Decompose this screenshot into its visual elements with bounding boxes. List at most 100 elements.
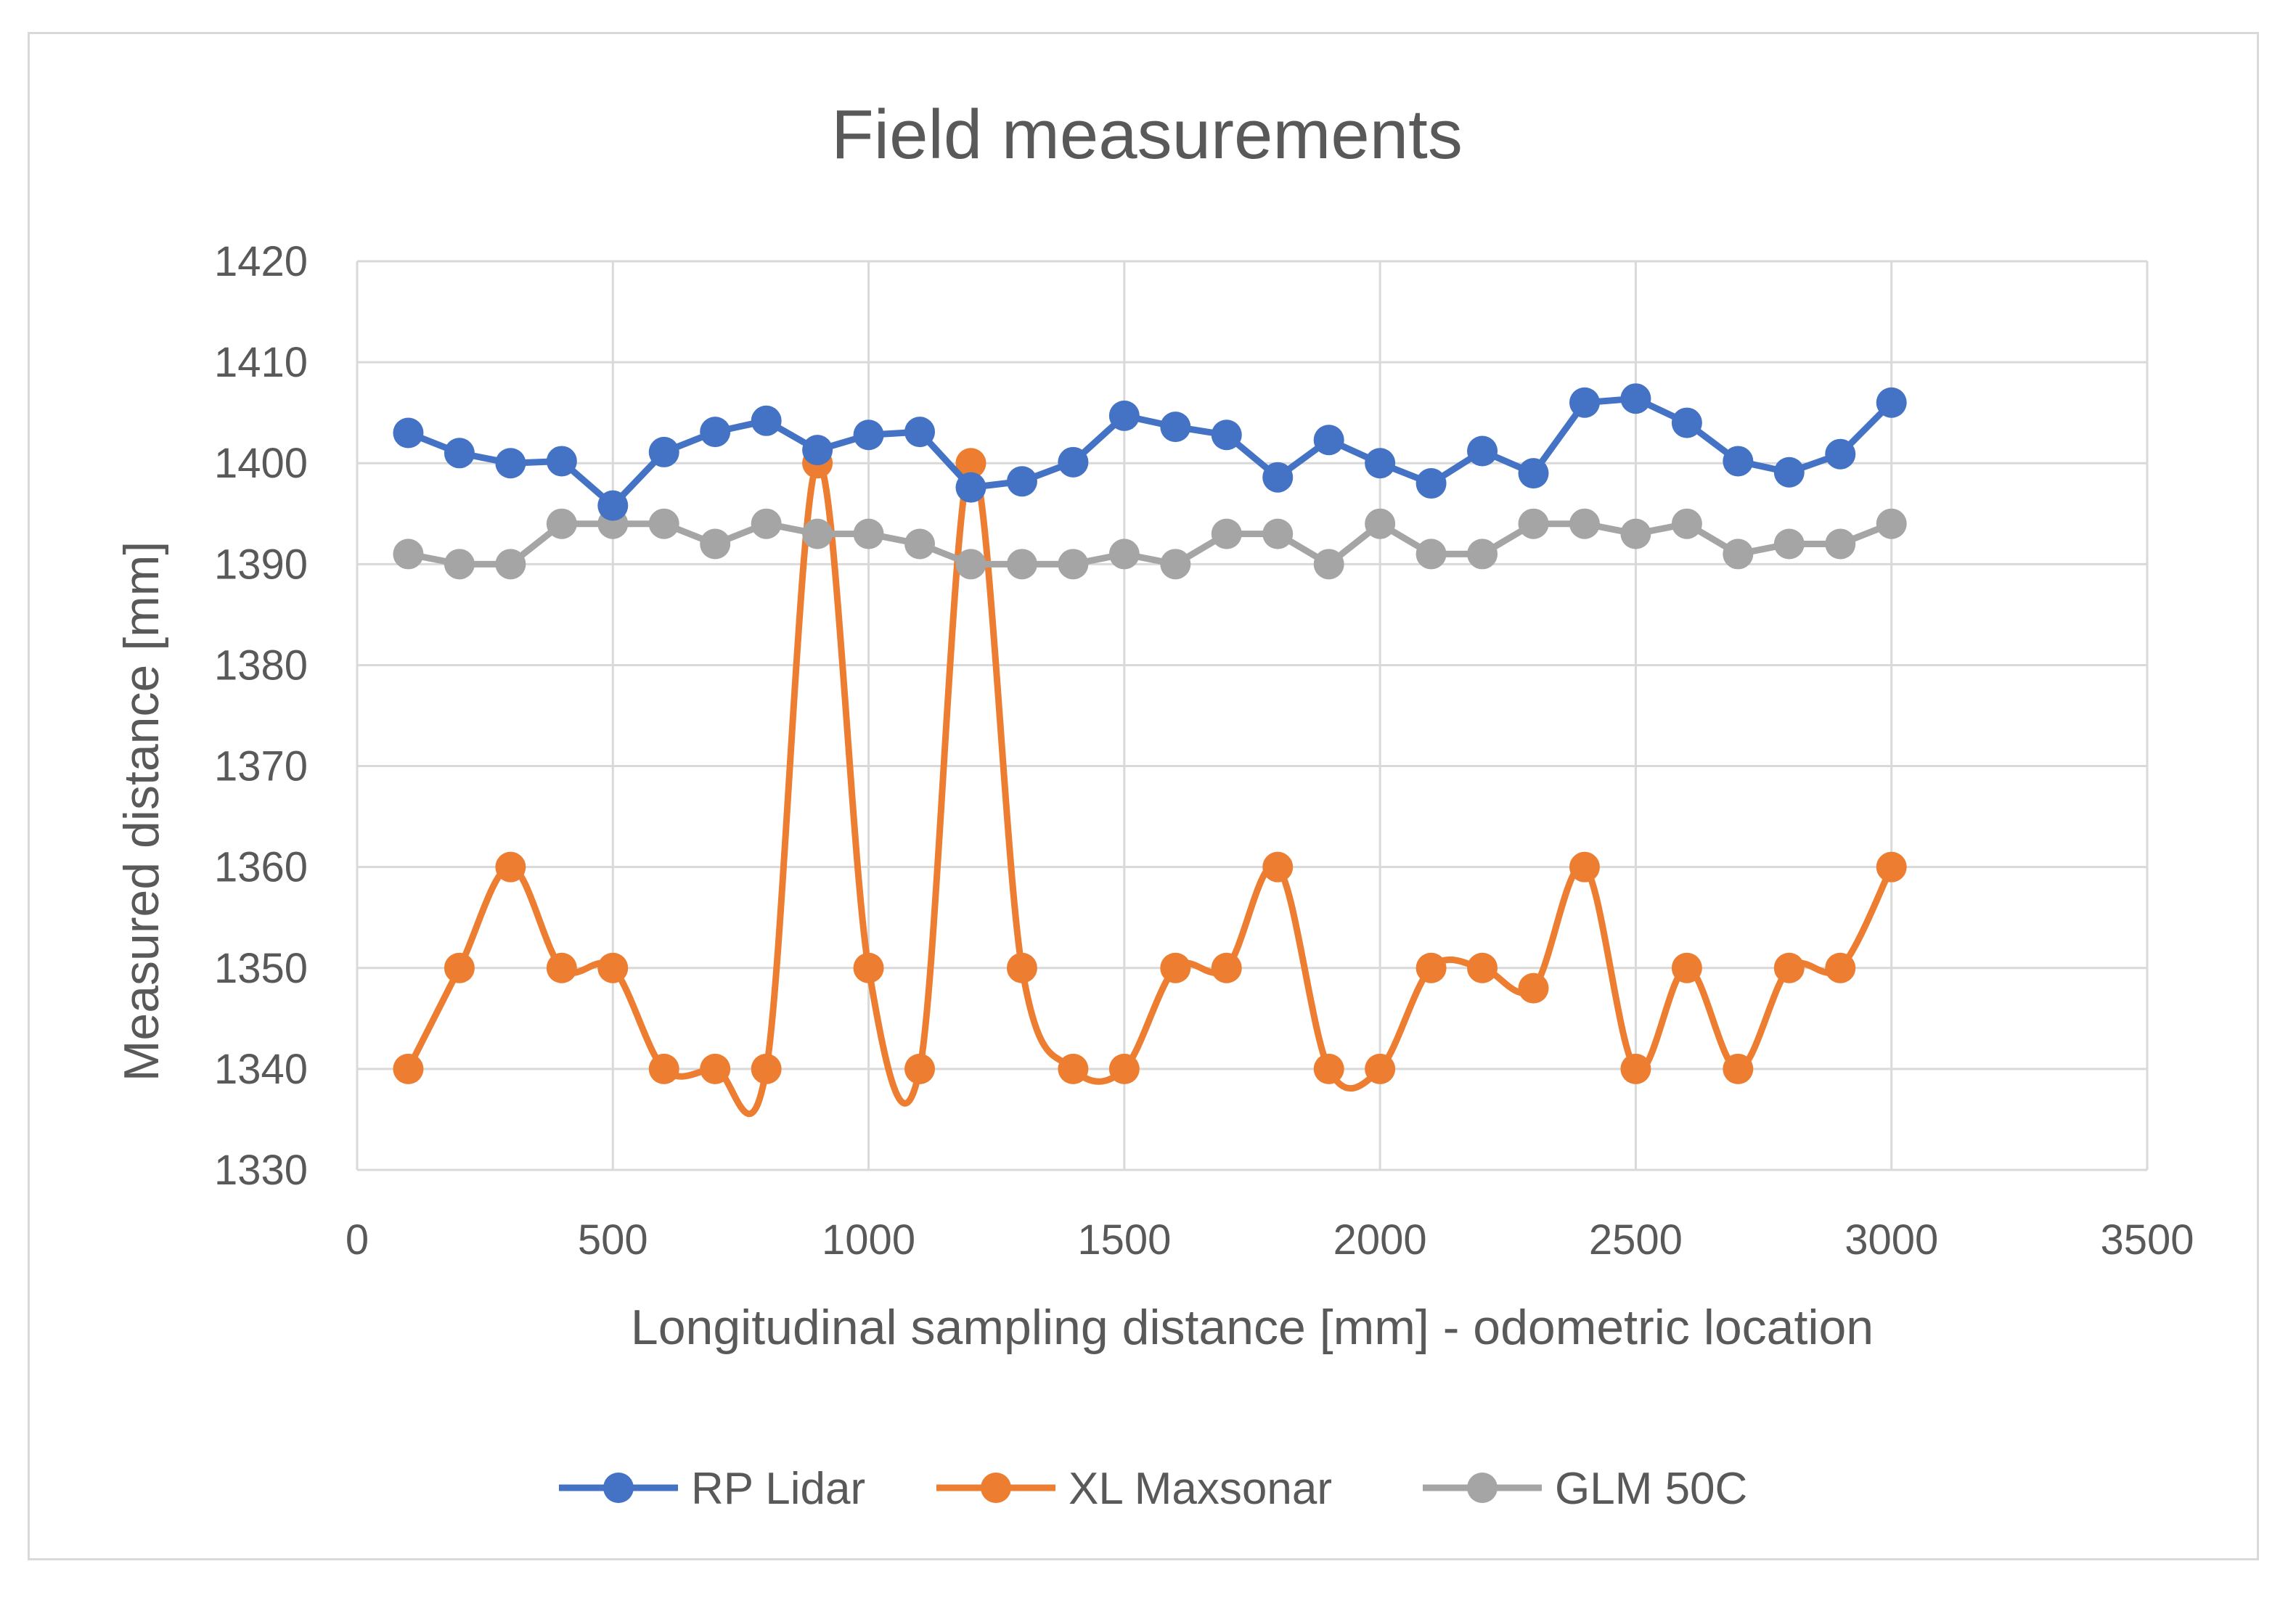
data-point-xl-maxsonar — [1876, 851, 1907, 883]
data-point-rp-lidar — [955, 472, 986, 503]
data-point-xl-maxsonar — [1569, 851, 1600, 883]
data-point-xl-maxsonar — [1262, 851, 1294, 883]
data-point-xl-maxsonar — [1723, 1053, 1754, 1084]
y-tick-label: 1360 — [214, 844, 308, 891]
data-point-xl-maxsonar — [1415, 952, 1447, 983]
data-point-glm-50c — [1211, 518, 1242, 549]
data-point-rp-lidar — [444, 438, 475, 469]
data-point-rp-lidar — [546, 446, 577, 477]
data-point-xl-maxsonar — [1518, 973, 1549, 1004]
data-point-rp-lidar — [904, 417, 936, 448]
data-point-xl-maxsonar — [495, 851, 526, 883]
data-point-glm-50c — [1671, 508, 1702, 539]
data-point-glm-50c — [1108, 539, 1140, 570]
data-point-rp-lidar — [1006, 466, 1037, 497]
data-point-xl-maxsonar — [1160, 952, 1191, 983]
data-point-glm-50c — [1006, 549, 1037, 580]
y-tick-label: 1400 — [214, 440, 308, 487]
legend-swatch-marker — [981, 1473, 1011, 1503]
data-point-xl-maxsonar — [1211, 952, 1242, 983]
data-point-rp-lidar — [1671, 407, 1702, 438]
data-point-rp-lidar — [1825, 438, 1856, 470]
data-point-glm-50c — [444, 549, 475, 580]
data-point-rp-lidar — [700, 417, 731, 448]
data-point-glm-50c — [1773, 528, 1805, 560]
data-point-glm-50c — [546, 508, 577, 539]
data-point-rp-lidar — [1058, 446, 1089, 478]
y-tick-label: 1410 — [214, 339, 308, 386]
data-point-rp-lidar — [1108, 400, 1140, 431]
chart-title: Field measurements — [831, 96, 1463, 173]
data-point-rp-lidar — [1313, 425, 1344, 456]
data-point-rp-lidar — [393, 417, 424, 449]
x-axis-label: Longitudinal sampling distance [mm] - od… — [631, 1300, 1874, 1355]
data-point-rp-lidar — [1467, 435, 1498, 467]
data-point-rp-lidar — [853, 419, 884, 451]
x-tick-label: 3000 — [1844, 1216, 1938, 1264]
y-tick-label: 1370 — [214, 743, 308, 790]
data-point-xl-maxsonar — [1467, 952, 1498, 983]
y-axis-label: Measured distance [mm] — [114, 541, 169, 1082]
data-point-glm-50c — [1825, 528, 1856, 560]
series-xl-maxsonar — [393, 448, 1907, 1118]
data-point-xl-maxsonar — [1058, 1053, 1089, 1084]
chart-frame — [28, 32, 2259, 1560]
data-point-glm-50c — [802, 518, 833, 549]
data-point-xl-maxsonar — [393, 1053, 424, 1084]
data-point-xl-maxsonar — [546, 952, 577, 983]
data-point-rp-lidar — [1262, 462, 1294, 493]
data-point-xl-maxsonar — [1825, 952, 1856, 983]
y-tick-label: 1340 — [214, 1046, 308, 1093]
data-point-glm-50c — [700, 528, 731, 560]
x-tick-label: 0 — [346, 1216, 369, 1264]
data-point-xl-maxsonar — [648, 1053, 679, 1084]
x-tick-label: 1500 — [1077, 1216, 1171, 1264]
data-point-rp-lidar — [648, 436, 679, 467]
series-rp-lidar — [393, 383, 1907, 521]
legend: RP Lidar XL Maxsonar GLM 50C — [559, 1464, 1747, 1514]
data-point-xl-maxsonar — [751, 1053, 782, 1084]
legend-item-rp-lidar: RP Lidar — [559, 1464, 865, 1514]
axis-ticks: 1330 1340 1350 1360 1370 1380 1390 1400 1410 1420… — [214, 238, 2194, 1264]
data-point-xl-maxsonar — [1365, 1053, 1396, 1084]
series-line-glm-50c — [404, 520, 1895, 568]
legend-label: GLM 50C — [1555, 1464, 1747, 1514]
series-layer — [393, 383, 1907, 1118]
data-point-glm-50c — [904, 528, 936, 560]
data-point-rp-lidar — [1620, 383, 1651, 414]
x-tick-label: 3500 — [2100, 1216, 2194, 1264]
x-tick-label: 2500 — [1589, 1216, 1683, 1264]
data-point-glm-50c — [1365, 508, 1396, 539]
data-point-rp-lidar — [1365, 448, 1396, 479]
legend-swatch-marker — [1467, 1473, 1498, 1503]
legend-item-xl-maxsonar: XL Maxsonar — [936, 1464, 1332, 1514]
data-point-glm-50c — [1518, 508, 1549, 539]
data-point-glm-50c — [955, 549, 986, 580]
data-point-glm-50c — [1569, 508, 1600, 539]
y-tick-label: 1380 — [214, 642, 308, 689]
data-point-glm-50c — [1313, 549, 1344, 580]
x-tick-label: 1000 — [822, 1216, 915, 1264]
data-point-rp-lidar — [1211, 419, 1242, 451]
data-point-rp-lidar — [1876, 387, 1907, 418]
data-point-glm-50c — [648, 508, 679, 539]
legend-item-glm-50c: GLM 50C — [1423, 1464, 1747, 1514]
y-tick-label: 1330 — [214, 1147, 308, 1194]
data-point-glm-50c — [853, 518, 884, 549]
data-point-glm-50c — [1058, 549, 1089, 580]
data-point-xl-maxsonar — [904, 1053, 936, 1084]
data-point-glm-50c — [1876, 508, 1907, 539]
data-point-rp-lidar — [495, 448, 526, 479]
data-point-rp-lidar — [1160, 411, 1191, 443]
data-point-xl-maxsonar — [1773, 952, 1805, 983]
y-tick-label: 1350 — [214, 945, 308, 992]
data-point-rp-lidar — [1723, 446, 1754, 477]
data-point-glm-50c — [1160, 549, 1191, 580]
data-point-glm-50c — [495, 549, 526, 580]
data-point-xl-maxsonar — [700, 1053, 731, 1084]
data-point-glm-50c — [393, 539, 424, 570]
data-point-xl-maxsonar — [444, 952, 475, 983]
data-point-xl-maxsonar — [1108, 1053, 1140, 1084]
data-point-xl-maxsonar — [955, 448, 986, 479]
